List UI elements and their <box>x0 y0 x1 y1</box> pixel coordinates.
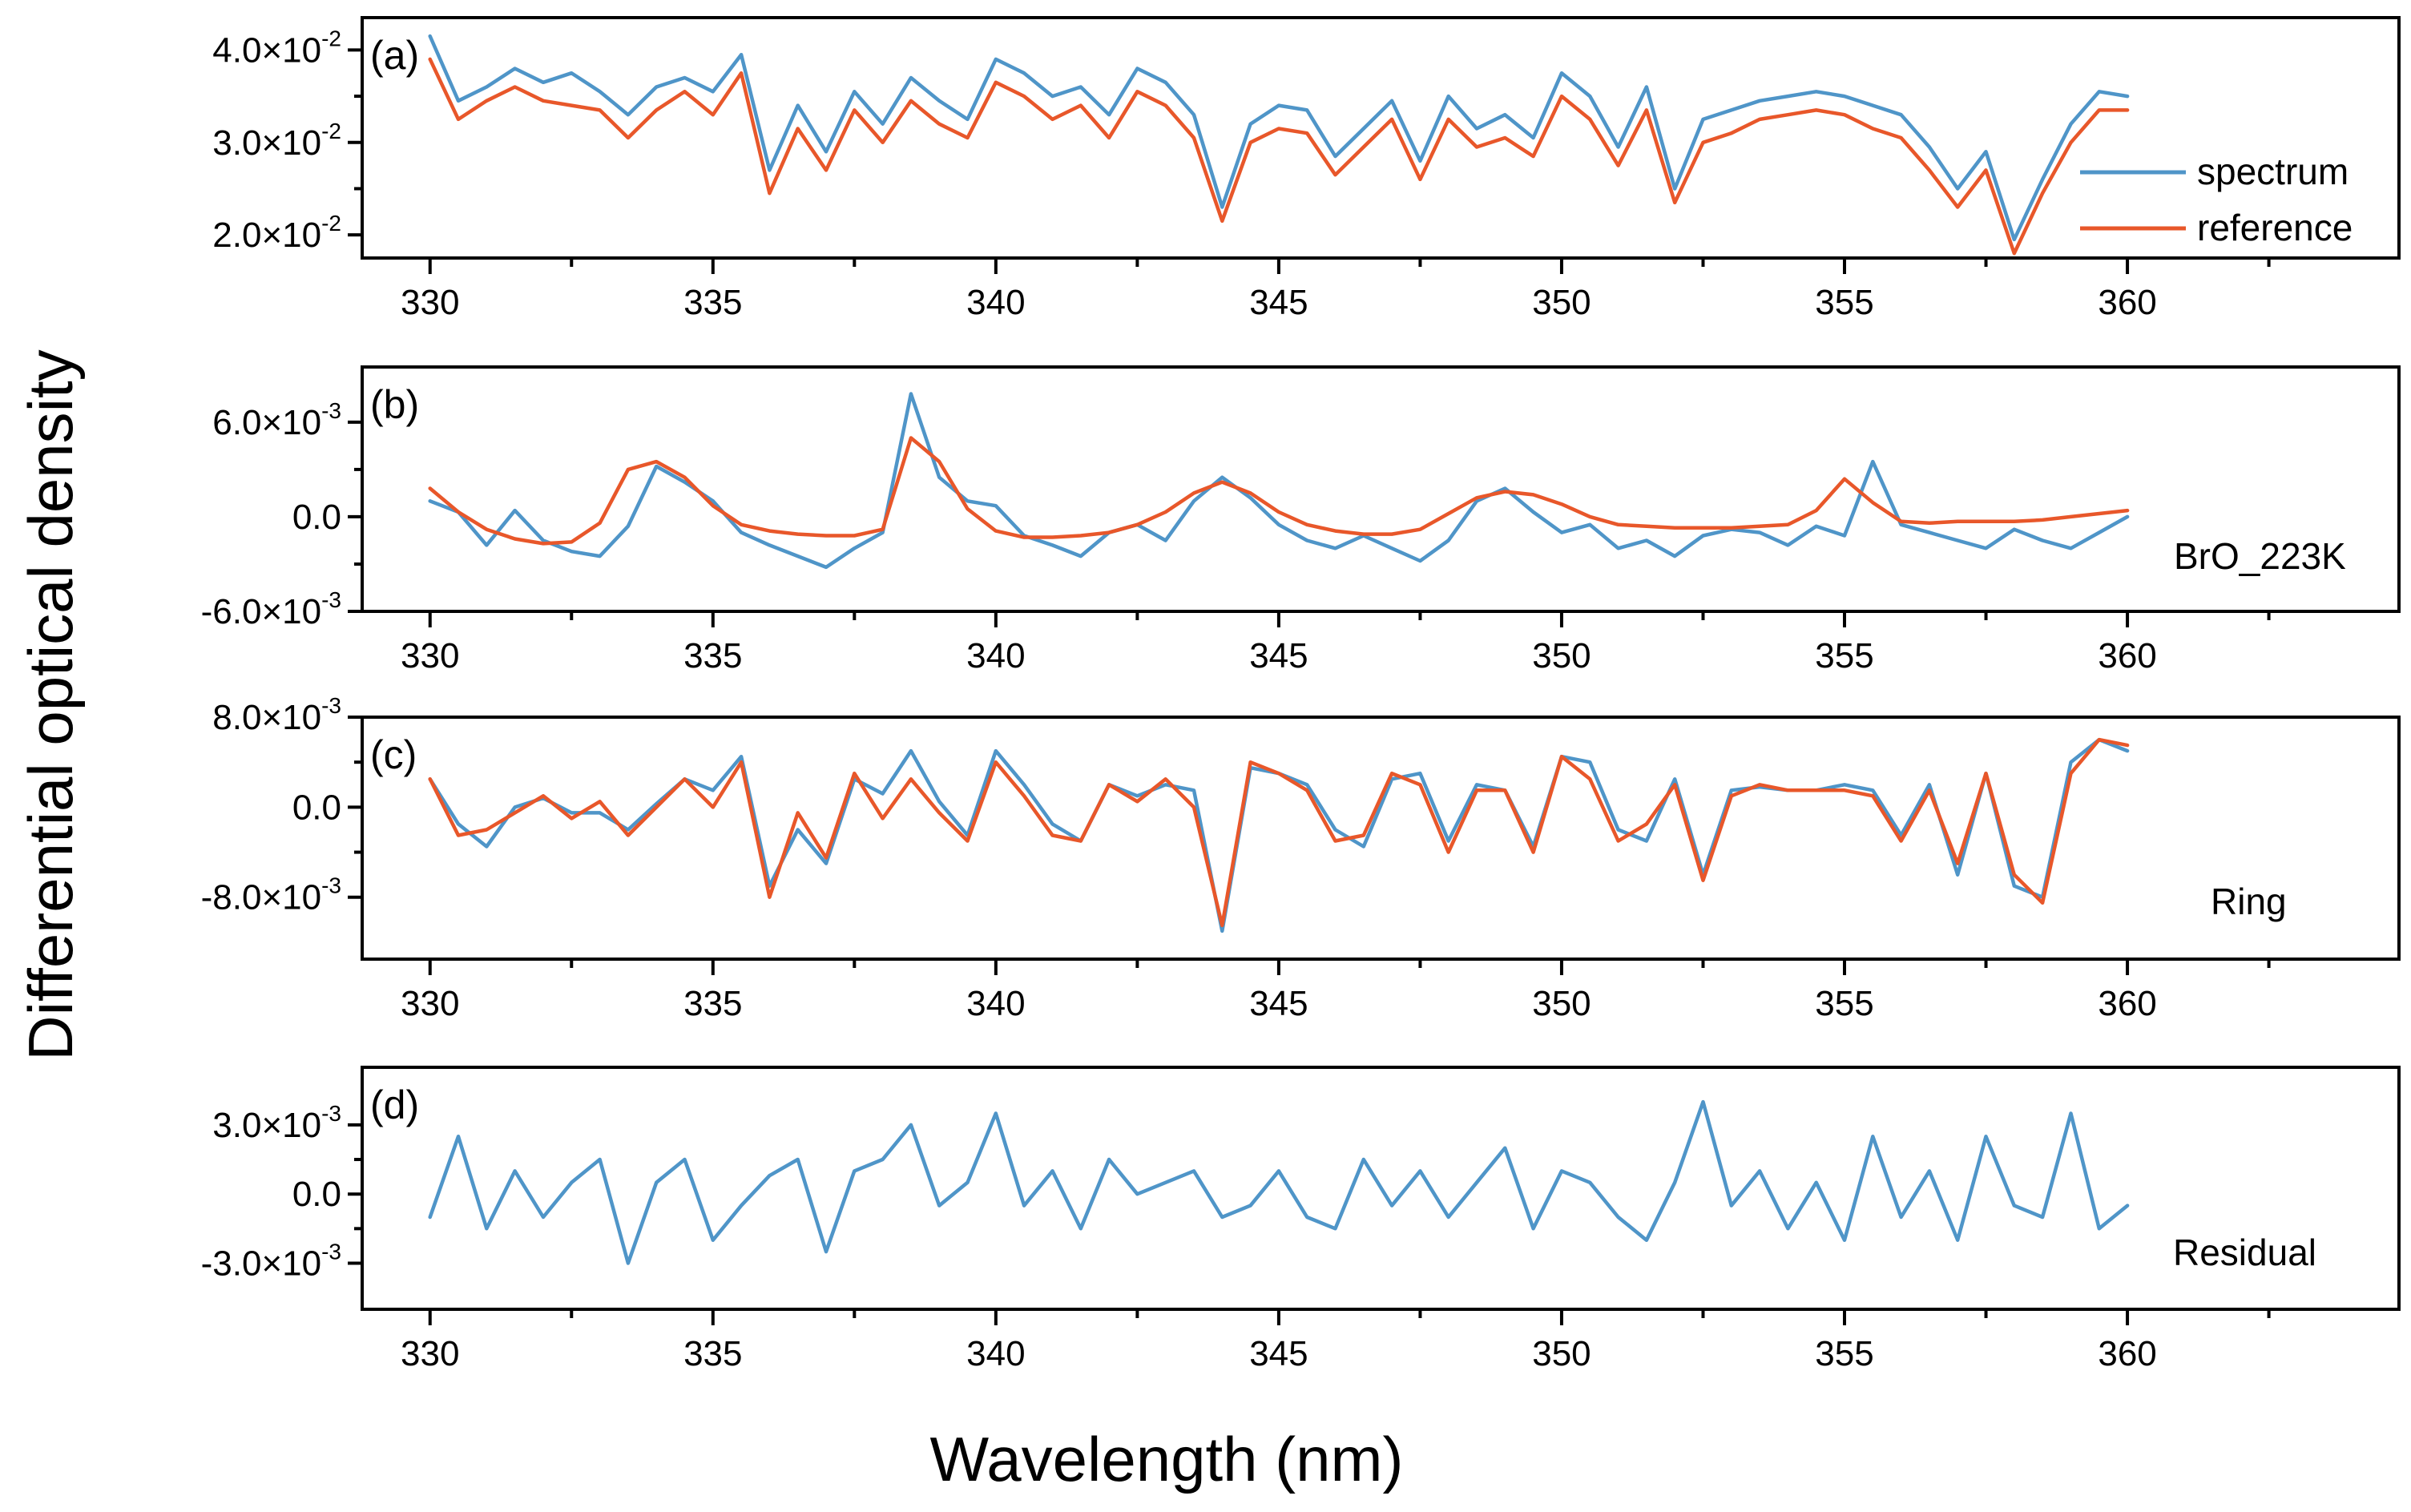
panel-c: 330 335 340 345 350 355 360 -8.0×10-3 0.0 8.0×10-… <box>201 693 2401 1023</box>
panel-b-y-tick-label: 6.0×10-3 <box>212 398 341 442</box>
panel-a: 330 335 340 345 350 355 360 2.0×10-2 3.0×10-2 4.0… <box>212 16 2401 322</box>
panel-d-y-tick-label: 3.0×10-3 <box>212 1101 341 1145</box>
panel-b-y-tick-label: -6.0×10-3 <box>201 587 341 631</box>
panel-a-tag: (a) <box>370 33 419 78</box>
panel-b-ticks: 330 335 340 345 350 355 360 -6.0×10-3 0.0 6.0×10-… <box>201 398 2271 675</box>
panel-a-y-tick-label: 4.0×10-2 <box>212 26 341 70</box>
panel-d-x-tick-label: 340 <box>966 1334 1025 1373</box>
panel-b-tag: (b) <box>370 382 419 427</box>
panel-c-spectrum-line <box>428 737 2130 933</box>
panel-b-reference-line <box>428 436 2130 546</box>
panel-c-y-tick-label: 0.0 <box>292 788 341 827</box>
panel-d-x-tick-label: 330 <box>401 1334 459 1373</box>
panel-a-x-tick-label: 360 <box>2098 283 2156 322</box>
panel-b-traces <box>428 392 2130 570</box>
panel-a-x-tick-label: 330 <box>401 283 459 322</box>
panel-c-x-tick-label: 360 <box>2098 984 2156 1023</box>
panel-c-reference-line <box>428 737 2130 928</box>
panel-b-x-tick-label: 350 <box>1532 636 1591 675</box>
panel-c-x-tick-label: 345 <box>1249 984 1308 1023</box>
panel-a-frame <box>361 16 2401 260</box>
panel-a-ticks: 330 335 340 345 350 355 360 2.0×10-2 3.0×10-2 4.0… <box>212 26 2271 322</box>
panel-b-y-tick-label: 0.0 <box>292 498 341 537</box>
panel-a-spectrum-line <box>428 34 2130 242</box>
panel-c-x-tick-label: 330 <box>401 984 459 1023</box>
panel-d-y-tick-label: -3.0×10-3 <box>201 1239 341 1283</box>
panel-c-x-tick-label: 335 <box>683 984 742 1023</box>
panel-b-spectrum-line <box>428 392 2130 570</box>
panel-c-x-tick-label: 355 <box>1815 984 1873 1023</box>
y-axis-title: Differential optical density <box>15 349 86 1060</box>
panel-a-y-tick-label: 3.0×10-2 <box>212 119 341 163</box>
panel-a-traces <box>428 34 2130 256</box>
panel-b-x-tick-label: 335 <box>683 636 742 675</box>
panel-a-reference-line <box>428 57 2130 256</box>
panel-d-x-tick-label: 335 <box>683 1334 742 1373</box>
panel-c-annotation: Ring <box>2211 881 2287 922</box>
panel-c-traces <box>428 737 2130 933</box>
panel-b-x-tick-label: 355 <box>1815 636 1873 675</box>
panel-d-x-tick-label: 360 <box>2098 1334 2156 1373</box>
panel-d-x-tick-label: 355 <box>1815 1334 1873 1373</box>
legend-spectrum-label: spectrum <box>2197 151 2349 192</box>
panel-c-ticks: 330 335 340 345 350 355 360 -8.0×10-3 0.0 8.0×10-… <box>201 693 2271 1023</box>
panel-d-annotation: Residual <box>2173 1232 2316 1273</box>
panel-b-annotation: BrO_223K <box>2174 535 2346 577</box>
legend-reference-label: reference <box>2197 207 2353 248</box>
panel-a-y-tick-label: 2.0×10-2 <box>212 211 341 255</box>
panel-d-ticks: 330 335 340 345 350 355 360 -3.0×10-3 0.0 3.0×10-… <box>201 1101 2271 1373</box>
panel-c-frame <box>361 716 2401 961</box>
panel-d-y-tick-label: 0.0 <box>292 1175 341 1214</box>
panel-b-x-tick-label: 345 <box>1249 636 1308 675</box>
panel-b-frame <box>361 365 2401 613</box>
panel-c-tag: (c) <box>370 732 417 777</box>
panel-b: 330 335 340 345 350 355 360 -6.0×10-3 0.0 6.0×10-… <box>201 365 2401 675</box>
legend: spectrum reference <box>2080 151 2353 248</box>
panel-a-x-tick-label: 355 <box>1815 283 1873 322</box>
panel-c-x-tick-label: 350 <box>1532 984 1591 1023</box>
panel-c-y-tick-label: 8.0×10-3 <box>212 693 341 737</box>
x-axis-title: Wavelength (nm) <box>930 1424 1404 1494</box>
panel-d-traces <box>428 1099 2130 1265</box>
panel-d: 330 335 340 345 350 355 360 -3.0×10-3 0.0 3.0×10-… <box>201 1066 2401 1373</box>
panel-d-x-tick-label: 345 <box>1249 1334 1308 1373</box>
panel-d-spectrum-line <box>428 1099 2130 1265</box>
panel-b-x-tick-label: 360 <box>2098 636 2156 675</box>
panel-b-x-tick-label: 340 <box>966 636 1025 675</box>
panel-a-x-tick-label: 345 <box>1249 283 1308 322</box>
panel-b-x-tick-label: 330 <box>401 636 459 675</box>
panel-d-tag: (d) <box>370 1083 419 1127</box>
panel-a-x-tick-label: 340 <box>966 283 1025 322</box>
panel-c-y-tick-label: -8.0×10-3 <box>201 873 341 917</box>
panel-c-x-tick-label: 340 <box>966 984 1025 1023</box>
panel-a-x-tick-label: 350 <box>1532 283 1591 322</box>
panel-d-frame <box>361 1066 2401 1311</box>
panel-a-x-tick-label: 335 <box>683 283 742 322</box>
panel-d-x-tick-label: 350 <box>1532 1334 1591 1373</box>
